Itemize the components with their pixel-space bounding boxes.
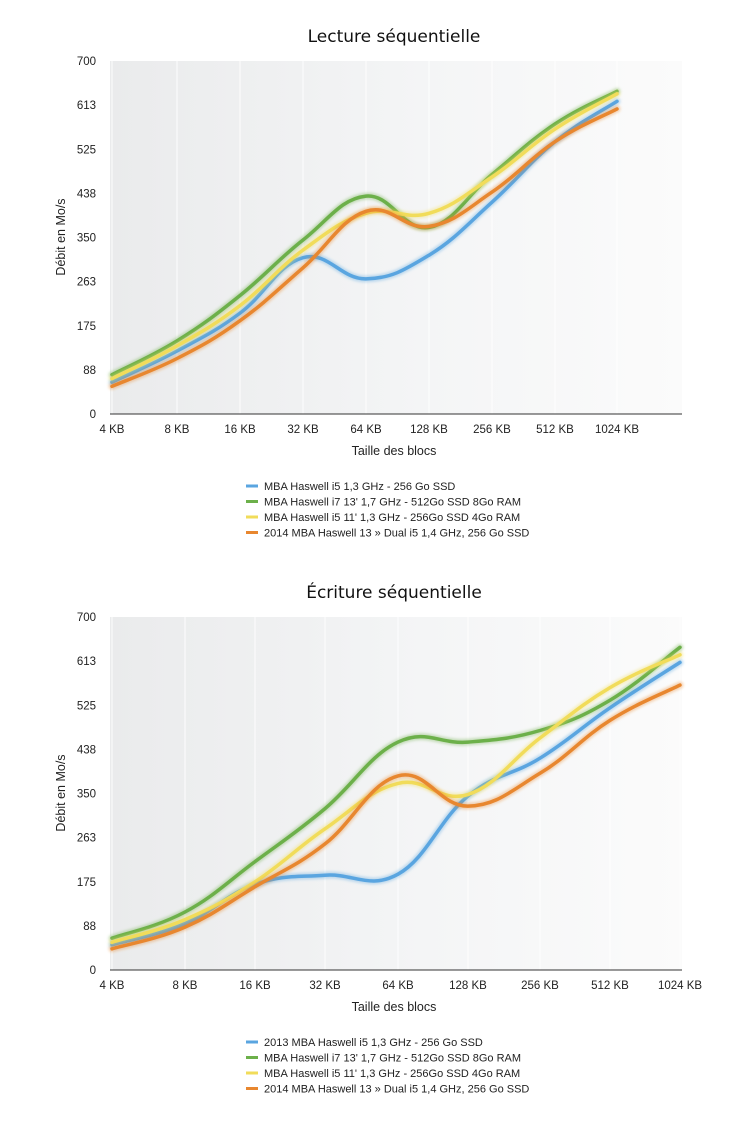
y-tick-label: 175 <box>77 877 96 889</box>
x-tick-label: 8 KB <box>173 980 198 992</box>
y-tick-label: 350 <box>77 789 96 801</box>
y-tick-label: 613 <box>77 656 96 668</box>
chart-title: Écriture séquentielle <box>306 581 482 603</box>
legend: 2013 MBA Haswell i5 1,3 GHz - 256 Go SSD… <box>246 1037 529 1096</box>
y-tick-label: 438 <box>77 744 96 756</box>
x-tick-label: 4 KB <box>100 424 125 436</box>
series-lines <box>108 643 684 953</box>
y-ticks: 0 88 175 263 350 438 525 613 700 <box>77 612 96 977</box>
x-tick-label: 128 KB <box>449 980 487 992</box>
y-tick-label: 263 <box>77 277 96 289</box>
legend-item-label: MBA Haswell i5 1,3 GHz - 256 Go SSD <box>264 481 455 493</box>
series-line <box>110 683 682 951</box>
chart-ecriture: Écriture séquentielle 0 88 175 263 350 438 525… <box>54 581 702 1096</box>
series-line <box>110 89 619 377</box>
legend-item-label: MBA Haswell i5 11' 1,3 GHz - 256Go SSD 4… <box>264 512 520 524</box>
x-tick-label: 512 KB <box>591 980 629 992</box>
series-line <box>110 653 682 945</box>
y-tick-label: 438 <box>77 188 96 200</box>
y-ticks: 0 88 175 263 350 438 525 613 700 <box>77 56 96 421</box>
x-tick-label: 32 KB <box>309 980 341 992</box>
x-tick-label: 4 KB <box>100 980 125 992</box>
y-tick-label: 525 <box>77 144 96 156</box>
x-ticks: 4 KB 8 KB 16 KB 32 KB 64 KB 128 KB 256 KB 512 K… <box>100 980 703 992</box>
y-tick-label: 613 <box>77 100 96 112</box>
series-line <box>110 645 682 940</box>
x-tick-label: 16 KB <box>239 980 271 992</box>
x-tick-label: 64 KB <box>382 980 414 992</box>
y-tick-label: 263 <box>77 833 96 845</box>
x-tick-label: 1024 KB <box>658 980 702 992</box>
legend-item-label: MBA Haswell i7 13' 1,7 GHz - 512Go SSD 8… <box>264 497 521 509</box>
legend-item-label: MBA Haswell i5 11' 1,3 GHz - 256Go SSD 4… <box>264 1068 520 1080</box>
legend-item-label: MBA Haswell i7 13' 1,7 GHz - 512Go SSD 8… <box>264 1053 521 1065</box>
y-axis-label: Débit en Mo/s <box>54 198 68 275</box>
legend: MBA Haswell i5 1,3 GHz - 256 Go SSD MBA H… <box>246 481 529 540</box>
chart-title: Lecture séquentielle <box>308 27 481 47</box>
y-tick-label: 0 <box>90 965 96 977</box>
x-ticks: 4 KB 8 KB 16 KB 32 KB 64 KB 128 KB 256 KB 512 K… <box>100 424 640 436</box>
y-tick-label: 525 <box>77 700 96 712</box>
y-tick-label: 175 <box>77 321 96 333</box>
x-tick-label: 512 KB <box>536 424 574 436</box>
legend-item-label: 2013 MBA Haswell i5 1,3 GHz - 256 Go SSD <box>264 1037 483 1049</box>
y-tick-label: 0 <box>90 409 96 421</box>
x-tick-label: 64 KB <box>350 424 382 436</box>
chart-lecture: Lecture séquentielle 0 88 175 263 350 438 525 6… <box>54 27 682 540</box>
y-tick-label: 350 <box>77 233 96 245</box>
y-tick-label: 88 <box>83 921 96 933</box>
x-tick-label: 128 KB <box>410 424 448 436</box>
legend-item-label: 2014 MBA Haswell 13 » Dual i5 1,4 GHz, 2… <box>264 528 529 540</box>
series-lines <box>108 87 621 390</box>
x-axis-label: Taille des blocs <box>352 444 437 458</box>
x-tick-label: 8 KB <box>165 424 190 436</box>
y-tick-label: 700 <box>77 56 96 68</box>
y-tick-label: 88 <box>83 365 96 377</box>
legend-item-label: 2014 MBA Haswell 13 » Dual i5 1,4 GHz, 2… <box>264 1084 529 1096</box>
x-axis-label: Taille des blocs <box>352 1000 437 1014</box>
series-line <box>110 107 619 389</box>
y-axis-label: Débit en Mo/s <box>54 754 68 831</box>
x-tick-label: 256 KB <box>521 980 559 992</box>
x-tick-label: 32 KB <box>287 424 319 436</box>
x-tick-label: 1024 KB <box>595 424 639 436</box>
x-tick-label: 16 KB <box>224 424 256 436</box>
x-tick-label: 256 KB <box>473 424 511 436</box>
y-tick-label: 700 <box>77 612 96 624</box>
